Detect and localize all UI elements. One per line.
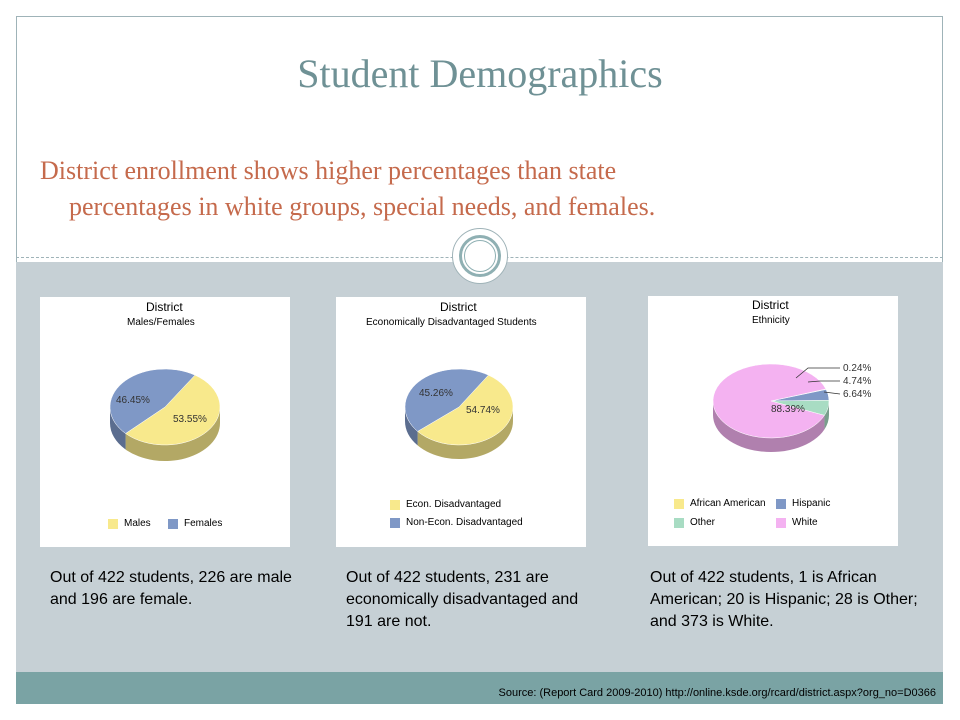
subtitle-line-1: District enrollment shows higher percent… (40, 156, 617, 185)
legend-item-african-american: African American (674, 498, 766, 509)
pie-slices (404, 368, 514, 459)
chart-title: District (146, 300, 183, 314)
pie-slice-econ-disadvantaged (417, 374, 514, 446)
pie-slice-non-econ-disadvantaged (404, 368, 489, 432)
slide-title: Student Demographics (297, 51, 663, 96)
legend-item-hispanic: Hispanic (776, 498, 830, 509)
leader-line (823, 391, 841, 395)
pie-chart-gender (109, 368, 221, 461)
chart-subtitle: Economically Disadvantaged Students (366, 317, 537, 328)
pie-side-econ-disadvantaged (417, 407, 513, 459)
pie-side-males (125, 407, 220, 461)
legend-item-white: White (776, 517, 818, 528)
legend-label: Females (184, 518, 223, 529)
legend-swatch (674, 517, 684, 528)
source-citation: Source: (Report Card 2009-2010) http://o… (498, 687, 937, 699)
chart-panel-ethnicity: District Ethnicity 0.24% 4.74% 6.64% 88.… (648, 296, 898, 546)
legend-label: Non-Econ. Disadvantaged (406, 517, 523, 528)
pie-slices (109, 368, 221, 461)
data-label-females: 46.45% (116, 395, 150, 406)
legend-swatch (776, 498, 786, 509)
legend-item-females: Females (168, 518, 222, 529)
data-label-males: 53.55% (173, 414, 207, 425)
caption-gender: Out of 422 students, 226 are male and 19… (50, 569, 292, 608)
pie-side-females (110, 407, 126, 450)
data-label-econ-disadvantaged: 54.74% (466, 405, 500, 416)
data-label-non-econ: 45.26% (419, 388, 453, 399)
pie-side-non-econ-disadvantaged (405, 407, 418, 446)
legend-item-non-econ: Non-Econ. Disadvantaged (390, 517, 523, 528)
legend-item-econ-disadvantaged: Econ. Disadvantaged (390, 499, 501, 510)
caption-economic: Out of 422 students, 231 are economicall… (346, 569, 579, 630)
data-label-hispanic: 4.74% (843, 376, 872, 387)
legend-swatch (168, 518, 178, 529)
chart-title: District (752, 298, 789, 312)
pie-side-other (824, 401, 829, 430)
legend-label: Males (124, 518, 151, 529)
data-label-african-american: 0.24% (843, 363, 872, 374)
legend-swatch (674, 498, 684, 509)
chart-title: District (440, 300, 477, 314)
pie-side-white (713, 401, 825, 452)
pie-chart-economic (404, 368, 514, 459)
ring-ornament-icon (452, 228, 508, 284)
chart-subtitle: Ethnicity (752, 315, 790, 326)
pie-slices (712, 363, 830, 452)
subtitle-line-2: percentages in white groups, special nee… (69, 192, 656, 221)
data-label-other: 6.64% (843, 389, 872, 400)
slide-subtitle: District enrollment shows higher percent… (40, 153, 920, 225)
legend-label: Econ. Disadvantaged (406, 499, 502, 510)
pie-slice-males (125, 374, 221, 446)
legend-item-males: Males (108, 518, 151, 529)
legend-label: Other (690, 517, 716, 528)
pie-slice-white (712, 363, 827, 439)
data-label-white: 88.39% (771, 404, 805, 415)
legend-swatch (108, 518, 118, 529)
chart-panel-gender: District Males/Females 53.55% 46.45% Mal… (40, 297, 290, 547)
slide-footer-bar (16, 672, 943, 704)
legend-swatch (390, 517, 400, 528)
pie-slice-females (109, 368, 196, 434)
legend-label: African American (690, 498, 766, 509)
legend-label: Hispanic (792, 498, 831, 509)
leader-line (807, 380, 840, 383)
caption-ethnicity: Out of 422 students, 1 is African Americ… (650, 569, 918, 630)
legend-label: White (792, 517, 818, 528)
chart-panel-economic: District Economically Disadvantaged Stud… (336, 297, 586, 547)
legend-item-other: Other (674, 517, 715, 528)
pie-chart-ethnicity (712, 363, 841, 452)
legend-swatch (776, 517, 786, 528)
chart-subtitle: Males/Females (127, 317, 195, 328)
legend-swatch (390, 499, 400, 510)
leader-line (795, 367, 840, 379)
